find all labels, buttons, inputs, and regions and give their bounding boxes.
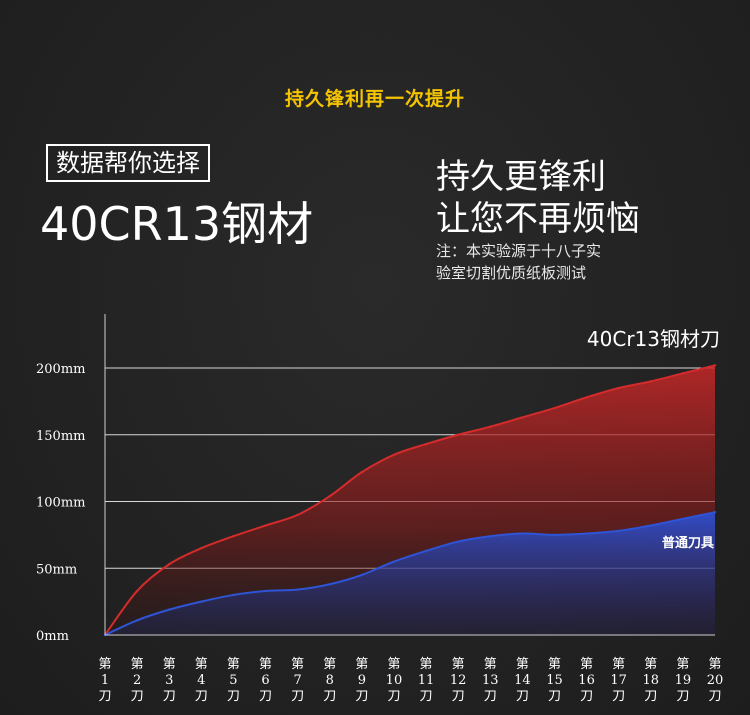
slogan: 持久更锋利 让您不再烦恼 [436, 156, 640, 240]
y-tick-label: 150mm [36, 429, 85, 444]
series-label-steel: 40Cr13钢材刀 [587, 327, 720, 351]
data-point [296, 588, 299, 591]
data-point [489, 535, 492, 538]
data-point [328, 494, 331, 498]
data-point [392, 560, 396, 563]
data-point [489, 425, 492, 428]
data-point [617, 386, 620, 390]
data-point [521, 416, 524, 419]
series-line-2 [104, 511, 716, 636]
slogan-line-1: 持久更锋利 [436, 157, 606, 197]
data-point [617, 529, 620, 533]
data-point [681, 517, 685, 521]
boxed-label: 数据帮你选择 [46, 144, 210, 182]
x-tick-label: 第 12 刀 [450, 657, 467, 704]
area-layer [103, 364, 717, 637]
data-point [713, 510, 717, 514]
data-point [585, 532, 588, 535]
y-tick-label: 100mm [36, 496, 85, 511]
x-tick-label: 第 10 刀 [386, 657, 403, 704]
x-tick-label: 第 11 刀 [418, 657, 435, 704]
data-point [456, 540, 460, 543]
x-tick-label: 第 14 刀 [514, 657, 531, 704]
data-point [681, 372, 685, 375]
data-point [328, 583, 331, 586]
series-area-2 [105, 512, 715, 635]
data-point [553, 533, 556, 537]
x-tick-label: 第 15 刀 [546, 657, 563, 704]
slogan-line-2: 让您不再烦恼 [436, 199, 640, 239]
y-tick-label: 50mm [36, 562, 77, 577]
data-point [585, 396, 588, 399]
data-point [264, 589, 267, 593]
data-point [360, 573, 364, 577]
x-tick-label: 第 17 刀 [610, 657, 627, 704]
data-point [168, 563, 171, 566]
y-tick-label: 0mm [36, 629, 69, 644]
data-point [392, 453, 396, 456]
data-point [424, 549, 428, 553]
data-point [713, 364, 717, 367]
data-point [135, 619, 139, 622]
test-note: 注：本实验源于十八子实 验室切割优质纸板测试 [436, 240, 601, 284]
data-point [264, 524, 267, 527]
x-tick-label: 第 19 刀 [675, 657, 692, 704]
x-tick-label: 第 20 刀 [707, 657, 724, 704]
headline: 持久锋利再一次提升 [284, 88, 465, 110]
data-point [200, 600, 203, 603]
data-point [424, 442, 428, 446]
data-point [521, 532, 524, 535]
data-point [168, 608, 171, 611]
series-line-1 [104, 364, 716, 636]
y-tick-label: 200mm [36, 362, 85, 377]
data-point [232, 593, 235, 597]
note-line-1: 注：本实验源于十八子实 [436, 242, 602, 260]
data-point [135, 589, 139, 593]
data-point [296, 513, 299, 517]
data-point [360, 470, 364, 474]
data-point [200, 547, 203, 550]
series-label-normal: 普通刀具 [662, 535, 714, 551]
axis-layer [104, 314, 715, 636]
data-point [649, 380, 652, 383]
note-line-2: 验室切割优质纸板测试 [436, 264, 587, 282]
x-tick-label: 第 16 刀 [578, 657, 595, 704]
x-tick-label: 第 18 刀 [643, 657, 660, 704]
data-point [553, 406, 556, 410]
data-point [649, 524, 652, 527]
material-title: 40CR13钢材 [40, 197, 314, 251]
data-point [456, 433, 460, 436]
data-point [232, 535, 235, 538]
x-tick-label: 第 13 刀 [482, 657, 499, 704]
